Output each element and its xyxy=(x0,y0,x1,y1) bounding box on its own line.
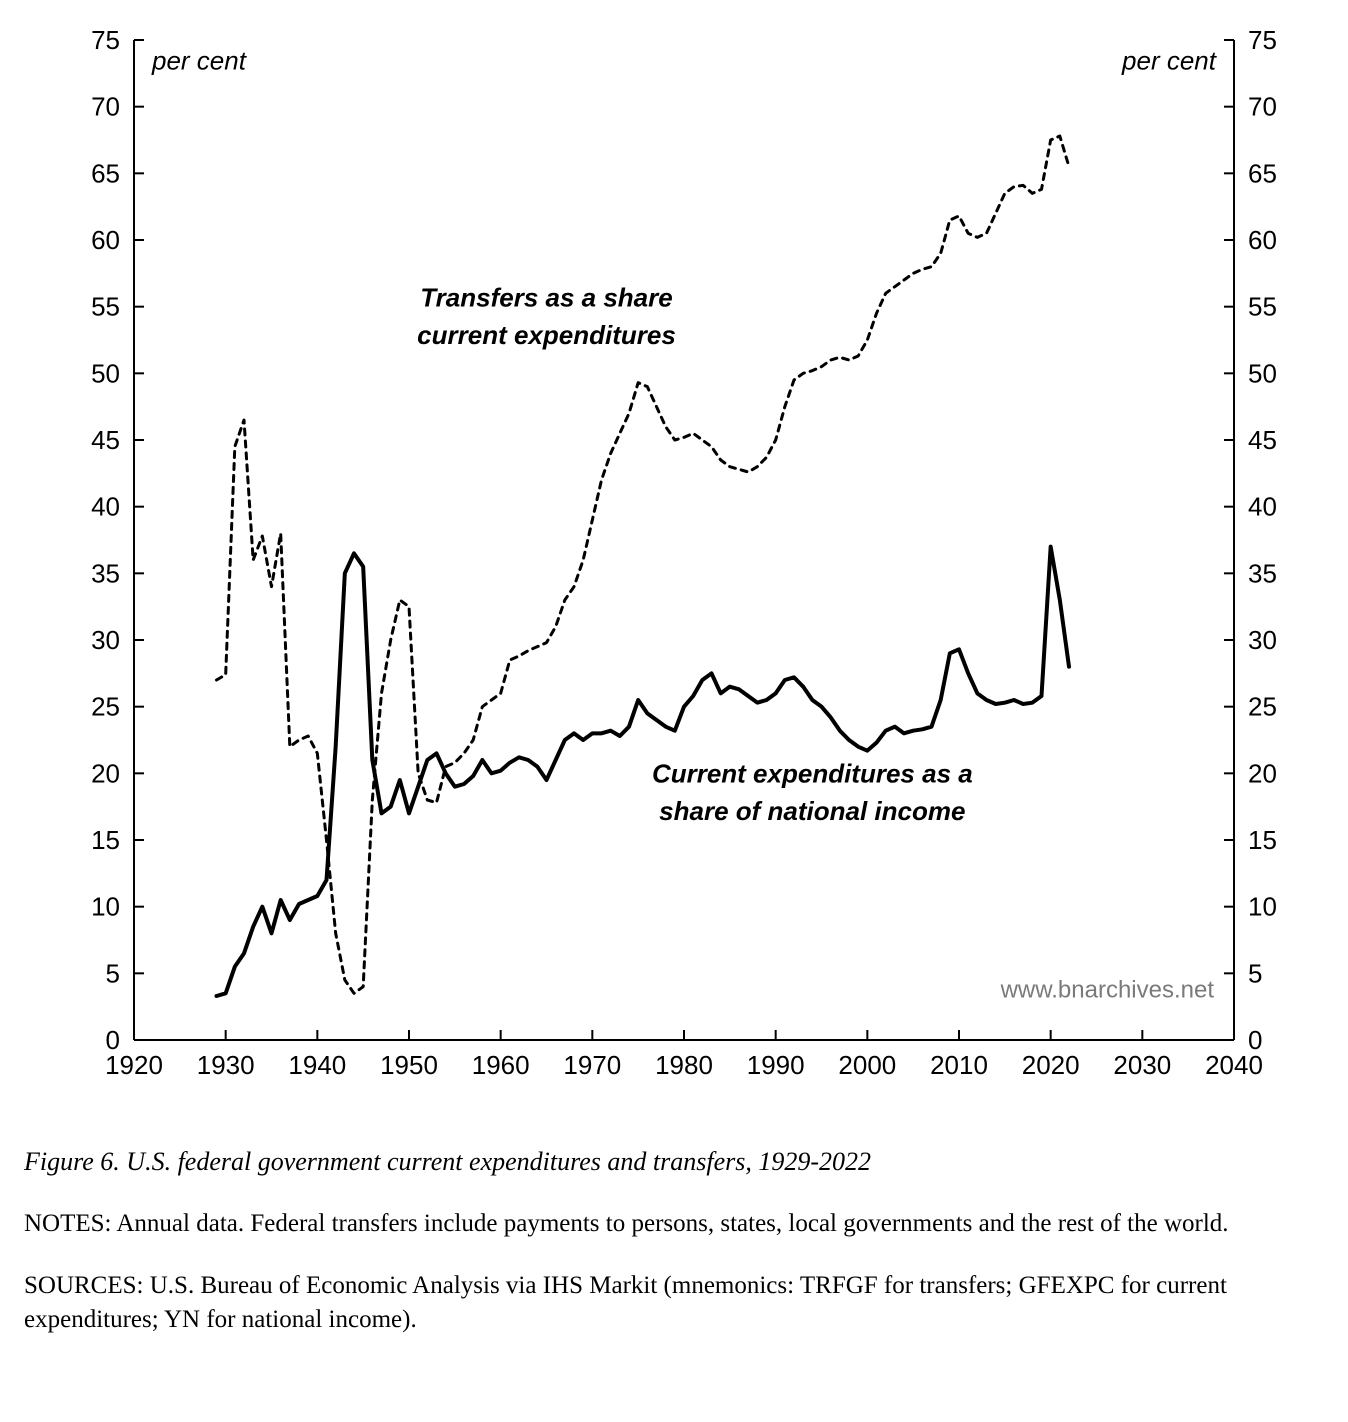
series-label-transfers-2: current expenditures xyxy=(417,320,676,350)
y-tick-label-left: 50 xyxy=(91,358,120,388)
x-tick-label: 1980 xyxy=(655,1050,713,1080)
series-label-transfers-1: Transfers as a share xyxy=(420,283,672,313)
y-tick-label-left: 15 xyxy=(91,825,120,855)
y-tick-label-left: 30 xyxy=(91,625,120,655)
y-tick-label-right: 20 xyxy=(1248,758,1277,788)
x-tick-label: 1990 xyxy=(747,1050,805,1080)
y-tick-label-right: 50 xyxy=(1248,358,1277,388)
x-tick-label: 2020 xyxy=(1022,1050,1080,1080)
series-label-expend-1: Current expenditures as a xyxy=(652,759,973,789)
chart-container: 0055101015152020252530303535404045455050… xyxy=(24,20,1324,1120)
unit-label-left: per cent xyxy=(151,45,248,75)
y-tick-label-right: 5 xyxy=(1248,958,1262,988)
y-tick-label-right: 15 xyxy=(1248,825,1277,855)
y-tick-label-left: 75 xyxy=(91,25,120,55)
y-tick-label-right: 55 xyxy=(1248,292,1277,322)
y-tick-label-left: 20 xyxy=(91,758,120,788)
page: 0055101015152020252530303535404045455050… xyxy=(0,0,1348,1401)
x-tick-label: 1920 xyxy=(105,1050,163,1080)
x-tick-label: 1970 xyxy=(563,1050,621,1080)
y-tick-label-left: 35 xyxy=(91,558,120,588)
unit-label-right: per cent xyxy=(1121,45,1218,75)
x-tick-label: 2000 xyxy=(838,1050,896,1080)
x-tick-label: 1950 xyxy=(380,1050,438,1080)
y-tick-label-right: 25 xyxy=(1248,692,1277,722)
y-tick-label-right: 35 xyxy=(1248,558,1277,588)
y-tick-label-left: 45 xyxy=(91,425,120,455)
series-label-expend-2: share of national income xyxy=(659,796,965,826)
y-tick-label-left: 55 xyxy=(91,292,120,322)
chart-svg: 0055101015152020252530303535404045455050… xyxy=(24,20,1324,1120)
y-tick-label-right: 75 xyxy=(1248,25,1277,55)
figure-notes: NOTES: Annual data. Federal transfers in… xyxy=(24,1207,1324,1241)
watermark: www.bnarchives.net xyxy=(1000,976,1215,1003)
y-tick-label-left: 5 xyxy=(106,958,120,988)
x-tick-label: 2040 xyxy=(1205,1050,1263,1080)
y-tick-label-right: 10 xyxy=(1248,892,1277,922)
plot-bg xyxy=(24,20,1324,1120)
x-tick-label: 1930 xyxy=(197,1050,255,1080)
y-tick-label-right: 30 xyxy=(1248,625,1277,655)
x-tick-label: 2030 xyxy=(1113,1050,1171,1080)
y-tick-label-left: 70 xyxy=(91,92,120,122)
figure-caption: Figure 6. U.S. federal government curren… xyxy=(24,1144,1324,1179)
x-tick-label: 1940 xyxy=(288,1050,346,1080)
y-tick-label-right: 40 xyxy=(1248,492,1277,522)
y-tick-label-right: 45 xyxy=(1248,425,1277,455)
figure-sources: SOURCES: U.S. Bureau of Economic Analysi… xyxy=(24,1269,1324,1337)
x-tick-label: 1960 xyxy=(472,1050,530,1080)
y-tick-label-right: 60 xyxy=(1248,225,1277,255)
x-tick-label: 2010 xyxy=(930,1050,988,1080)
y-tick-label-left: 25 xyxy=(91,692,120,722)
y-tick-label-left: 65 xyxy=(91,158,120,188)
y-tick-label-right: 70 xyxy=(1248,92,1277,122)
y-tick-label-left: 10 xyxy=(91,892,120,922)
y-tick-label-left: 60 xyxy=(91,225,120,255)
y-tick-label-left: 40 xyxy=(91,492,120,522)
y-tick-label-right: 65 xyxy=(1248,158,1277,188)
